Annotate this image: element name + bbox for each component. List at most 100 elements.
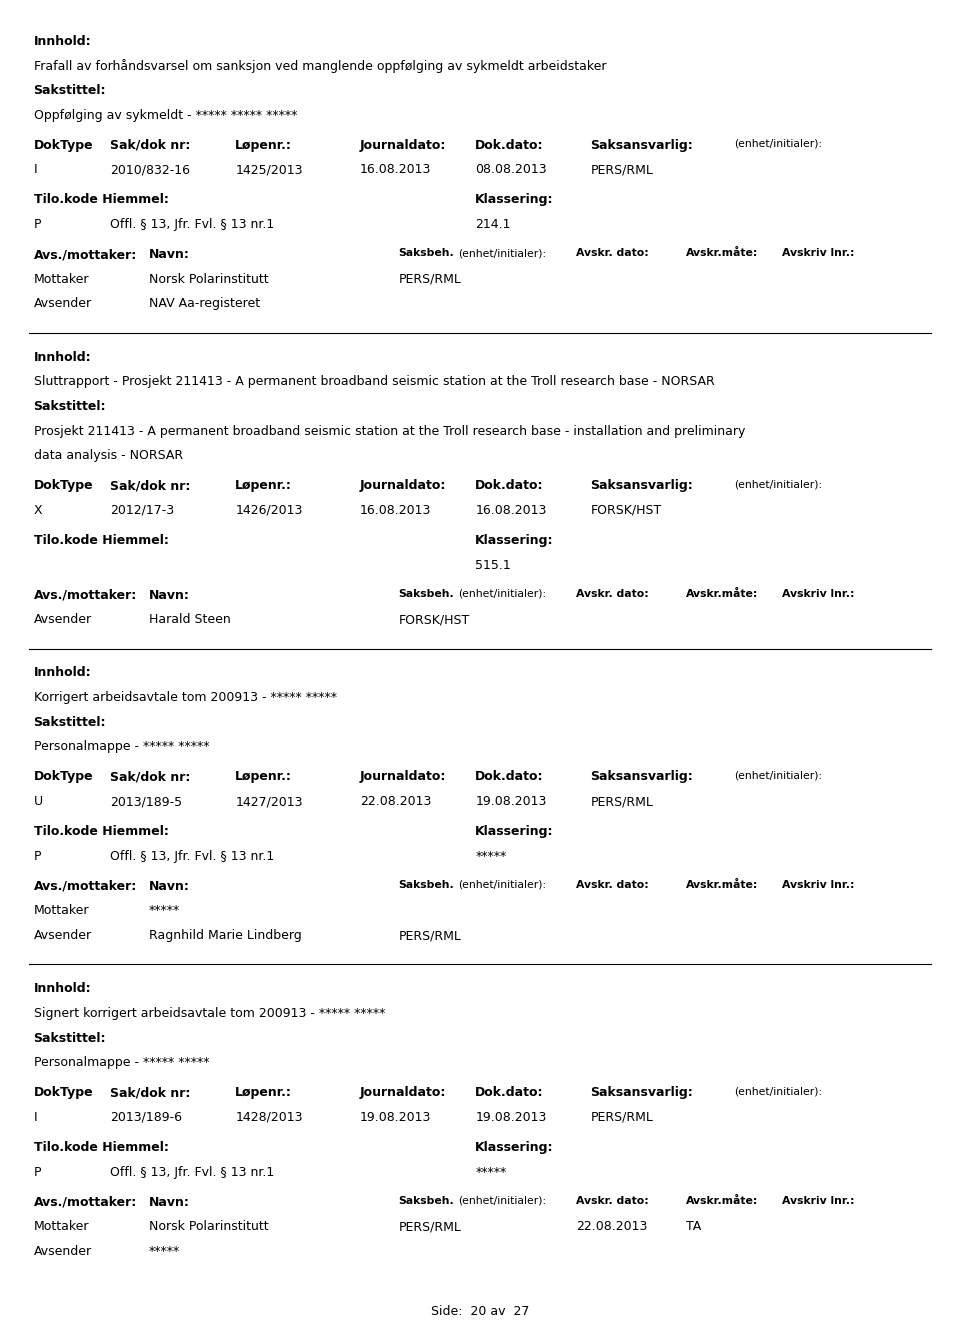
Text: 22.08.2013: 22.08.2013 <box>576 1221 647 1233</box>
Text: Saksansvarlig:: Saksansvarlig: <box>590 770 693 783</box>
Text: NAV Aa-registeret: NAV Aa-registeret <box>149 297 260 311</box>
Text: PERS/RML: PERS/RML <box>590 163 653 176</box>
Text: Sakstittel:: Sakstittel: <box>34 715 107 728</box>
Text: (enhet/initialer):: (enhet/initialer): <box>458 1195 546 1206</box>
Text: Avs./mottaker:: Avs./mottaker: <box>34 879 137 892</box>
Text: Signert korrigert arbeidsavtale tom 200913 - ***** *****: Signert korrigert arbeidsavtale tom 2009… <box>34 1007 385 1019</box>
Text: Personalmappe - ***** *****: Personalmappe - ***** ***** <box>34 740 209 754</box>
Text: Saksansvarlig:: Saksansvarlig: <box>590 479 693 492</box>
Text: data analysis - NORSAR: data analysis - NORSAR <box>34 450 182 462</box>
Text: FORSK/HST: FORSK/HST <box>590 504 661 516</box>
Text: Løpenr.:: Løpenr.: <box>235 479 292 492</box>
Text: Løpenr.:: Løpenr.: <box>235 1086 292 1099</box>
Text: DokType: DokType <box>34 770 93 783</box>
Text: Sak/dok nr:: Sak/dok nr: <box>110 770 191 783</box>
Text: Avskriv lnr.:: Avskriv lnr.: <box>782 248 855 257</box>
Text: 2013/189-6: 2013/189-6 <box>110 1111 182 1123</box>
Text: Innhold:: Innhold: <box>34 35 91 48</box>
Text: Sak/dok nr:: Sak/dok nr: <box>110 479 191 492</box>
Text: FORSK/HST: FORSK/HST <box>398 614 469 626</box>
Text: Korrigert arbeidsavtale tom 200913 - ***** *****: Korrigert arbeidsavtale tom 200913 - ***… <box>34 691 337 704</box>
Text: Dok.dato:: Dok.dato: <box>475 139 543 152</box>
Text: Avs./mottaker:: Avs./mottaker: <box>34 588 137 602</box>
Text: PERS/RML: PERS/RML <box>398 1221 461 1233</box>
Text: (enhet/initialer):: (enhet/initialer): <box>734 139 823 148</box>
Text: Avskr. dato:: Avskr. dato: <box>576 1195 649 1206</box>
Text: PERS/RML: PERS/RML <box>398 272 461 285</box>
Text: Navn:: Navn: <box>149 1195 190 1209</box>
Text: Mottaker: Mottaker <box>34 904 89 918</box>
Text: Journaldato:: Journaldato: <box>360 479 446 492</box>
Text: 1426/2013: 1426/2013 <box>235 504 302 516</box>
Text: Avsender: Avsender <box>34 614 92 626</box>
Text: Innhold:: Innhold: <box>34 351 91 363</box>
Text: I: I <box>34 1111 37 1123</box>
Text: 2010/832-16: 2010/832-16 <box>110 163 190 176</box>
Text: (enhet/initialer):: (enhet/initialer): <box>734 770 823 780</box>
Text: Harald Steen: Harald Steen <box>149 614 230 626</box>
Text: 2013/189-5: 2013/189-5 <box>110 795 182 808</box>
Text: Sak/dok nr:: Sak/dok nr: <box>110 139 191 152</box>
Text: Avskr.måte:: Avskr.måte: <box>686 588 758 599</box>
Text: (enhet/initialer):: (enhet/initialer): <box>458 588 546 599</box>
Text: Avskriv lnr.:: Avskriv lnr.: <box>782 879 855 890</box>
Text: 515.1: 515.1 <box>475 559 511 571</box>
Text: Journaldato:: Journaldato: <box>360 770 446 783</box>
Text: Norsk Polarinstitutt: Norsk Polarinstitutt <box>149 1221 269 1233</box>
Text: Avskriv lnr.:: Avskriv lnr.: <box>782 588 855 599</box>
Text: Avskr. dato:: Avskr. dato: <box>576 879 649 890</box>
Text: Avskr. dato:: Avskr. dato: <box>576 588 649 599</box>
Text: Saksansvarlig:: Saksansvarlig: <box>590 139 693 152</box>
Text: DokType: DokType <box>34 479 93 492</box>
Text: Dok.dato:: Dok.dato: <box>475 1086 543 1099</box>
Text: Side:  20 av  27: Side: 20 av 27 <box>431 1305 529 1318</box>
Text: Avskr.måte:: Avskr.måte: <box>686 879 758 890</box>
Text: 19.08.2013: 19.08.2013 <box>475 795 546 808</box>
Text: Journaldato:: Journaldato: <box>360 1086 446 1099</box>
Text: Oppfølging av sykmeldt - ***** ***** *****: Oppfølging av sykmeldt - ***** ***** ***… <box>34 108 297 121</box>
Text: Saksansvarlig:: Saksansvarlig: <box>590 1086 693 1099</box>
Text: Saksbeh.: Saksbeh. <box>398 879 454 890</box>
Text: Navn:: Navn: <box>149 879 190 892</box>
Text: I: I <box>34 163 37 176</box>
Text: Klassering:: Klassering: <box>475 193 554 207</box>
Text: Løpenr.:: Løpenr.: <box>235 139 292 152</box>
Text: *****: ***** <box>149 1245 180 1258</box>
Text: U: U <box>34 795 43 808</box>
Text: 1427/2013: 1427/2013 <box>235 795 302 808</box>
Text: Avskr.måte:: Avskr.måte: <box>686 1195 758 1206</box>
Text: Personalmappe - ***** *****: Personalmappe - ***** ***** <box>34 1057 209 1069</box>
Text: Avsender: Avsender <box>34 928 92 942</box>
Text: *****: ***** <box>475 1166 507 1178</box>
Text: *****: ***** <box>149 904 180 918</box>
Text: 19.08.2013: 19.08.2013 <box>360 1111 431 1123</box>
Text: *****: ***** <box>475 850 507 863</box>
Text: Innhold:: Innhold: <box>34 982 91 995</box>
Text: Innhold:: Innhold: <box>34 666 91 679</box>
Text: 2012/17-3: 2012/17-3 <box>110 504 175 516</box>
Text: Klassering:: Klassering: <box>475 1141 554 1154</box>
Text: 16.08.2013: 16.08.2013 <box>360 504 431 516</box>
Text: 22.08.2013: 22.08.2013 <box>360 795 431 808</box>
Text: Offl. § 13, Jfr. Fvl. § 13 nr.1: Offl. § 13, Jfr. Fvl. § 13 nr.1 <box>110 1166 275 1178</box>
Text: Avs./mottaker:: Avs./mottaker: <box>34 1195 137 1209</box>
Text: Sluttrapport - Prosjekt 211413 - A permanent broadband seismic station at the Tr: Sluttrapport - Prosjekt 211413 - A perma… <box>34 375 714 388</box>
Text: 19.08.2013: 19.08.2013 <box>475 1111 546 1123</box>
Text: Sak/dok nr:: Sak/dok nr: <box>110 1086 191 1099</box>
Text: 1428/2013: 1428/2013 <box>235 1111 302 1123</box>
Text: Offl. § 13, Jfr. Fvl. § 13 nr.1: Offl. § 13, Jfr. Fvl. § 13 nr.1 <box>110 850 275 863</box>
Text: Journaldato:: Journaldato: <box>360 139 446 152</box>
Text: Tilo.kode Hiemmel:: Tilo.kode Hiemmel: <box>34 824 168 838</box>
Text: Sakstittel:: Sakstittel: <box>34 400 107 412</box>
Text: Løpenr.:: Løpenr.: <box>235 770 292 783</box>
Text: Frafall av forhåndsvarsel om sanksjon ved manglende oppfølging av sykmeldt arbei: Frafall av forhåndsvarsel om sanksjon ve… <box>34 60 606 73</box>
Text: Avs./mottaker:: Avs./mottaker: <box>34 248 137 261</box>
Text: Ragnhild Marie Lindberg: Ragnhild Marie Lindberg <box>149 928 301 942</box>
Text: Navn:: Navn: <box>149 248 190 261</box>
Text: Offl. § 13, Jfr. Fvl. § 13 nr.1: Offl. § 13, Jfr. Fvl. § 13 nr.1 <box>110 217 275 231</box>
Text: (enhet/initialer):: (enhet/initialer): <box>734 479 823 490</box>
Text: Mottaker: Mottaker <box>34 272 89 285</box>
Text: Saksbeh.: Saksbeh. <box>398 248 454 257</box>
Text: 214.1: 214.1 <box>475 217 511 231</box>
Text: Sakstittel:: Sakstittel: <box>34 84 107 97</box>
